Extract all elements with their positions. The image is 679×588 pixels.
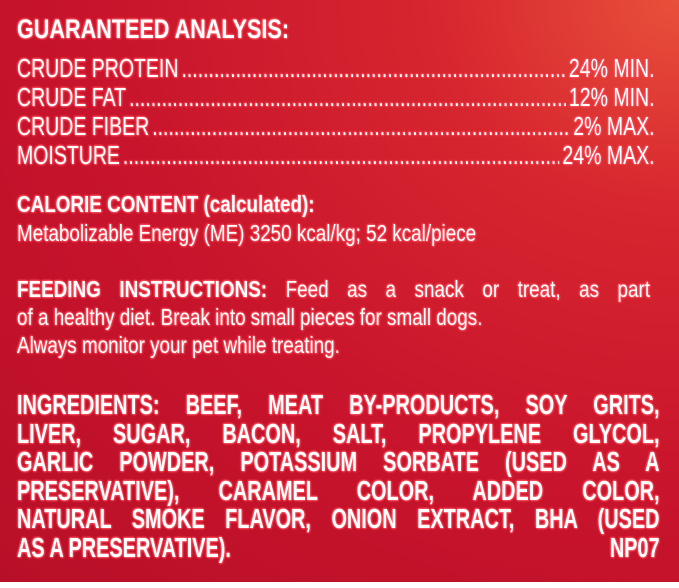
row-label: CRUDE FAT xyxy=(17,82,127,112)
ingredients-line: GARLIC POWDER, POTASSIUM SORBATE (USED A… xyxy=(17,446,660,477)
feeding-text: Feed as a snack or treat, as part xyxy=(285,276,651,302)
leader-dots xyxy=(152,111,570,142)
product-code: NP07 xyxy=(609,532,660,563)
ingredients-line: AS A PRESERVATIVE). xyxy=(17,532,231,563)
ingredients-line: LIVER, SUGAR, BACON, SALT, PROPYLENE GLY… xyxy=(17,418,660,449)
analysis-row: MOISTURE 24% MAX. xyxy=(17,140,655,171)
feeding-line-1: FEEDING INSTRUCTIONS: Feed as a snack or… xyxy=(17,276,650,303)
row-label: MOISTURE xyxy=(17,140,120,170)
row-label: CRUDE FIBER xyxy=(17,111,150,141)
ingredients-last-line: AS A PRESERVATIVE). NP07 xyxy=(17,532,660,564)
leader-dots xyxy=(181,53,565,84)
row-value: 2% MAX. xyxy=(573,111,655,141)
row-value: 24% MAX. xyxy=(562,140,655,170)
feeding-heading: FEEDING INSTRUCTIONS: xyxy=(17,276,268,302)
ingredients-line: INGREDIENTS: BEEF, MEAT BY-PRODUCTS, SOY… xyxy=(17,389,660,420)
row-label: CRUDE PROTEIN xyxy=(17,53,179,83)
leader-dots xyxy=(123,140,559,171)
feeding-line-3: Always monitor your pet while treating. xyxy=(17,332,340,358)
calorie-text: Metabolizable Energy (ME) 3250 kcal/kg; … xyxy=(17,220,477,246)
analysis-row: CRUDE FAT 12% MIN. xyxy=(17,82,655,113)
row-value: 12% MIN. xyxy=(568,82,655,112)
feeding-line-2: of a healthy diet. Break into small piec… xyxy=(17,304,483,330)
analysis-heading: GUARANTEED ANALYSIS: xyxy=(17,14,290,44)
row-value: 24% MIN. xyxy=(568,53,655,83)
analysis-row: CRUDE PROTEIN 24% MIN. xyxy=(17,53,655,84)
ingredients-line: NATURAL SMOKE FLAVOR, ONION EXTRACT, BHA… xyxy=(17,503,660,534)
calorie-heading: CALORIE CONTENT (calculated): xyxy=(17,191,315,217)
ingredients-line: PRESERVATIVE), CARAMEL COLOR, ADDED COLO… xyxy=(17,475,660,506)
analysis-row: CRUDE FIBER 2% MAX. xyxy=(17,111,655,142)
leader-dots xyxy=(129,82,566,113)
